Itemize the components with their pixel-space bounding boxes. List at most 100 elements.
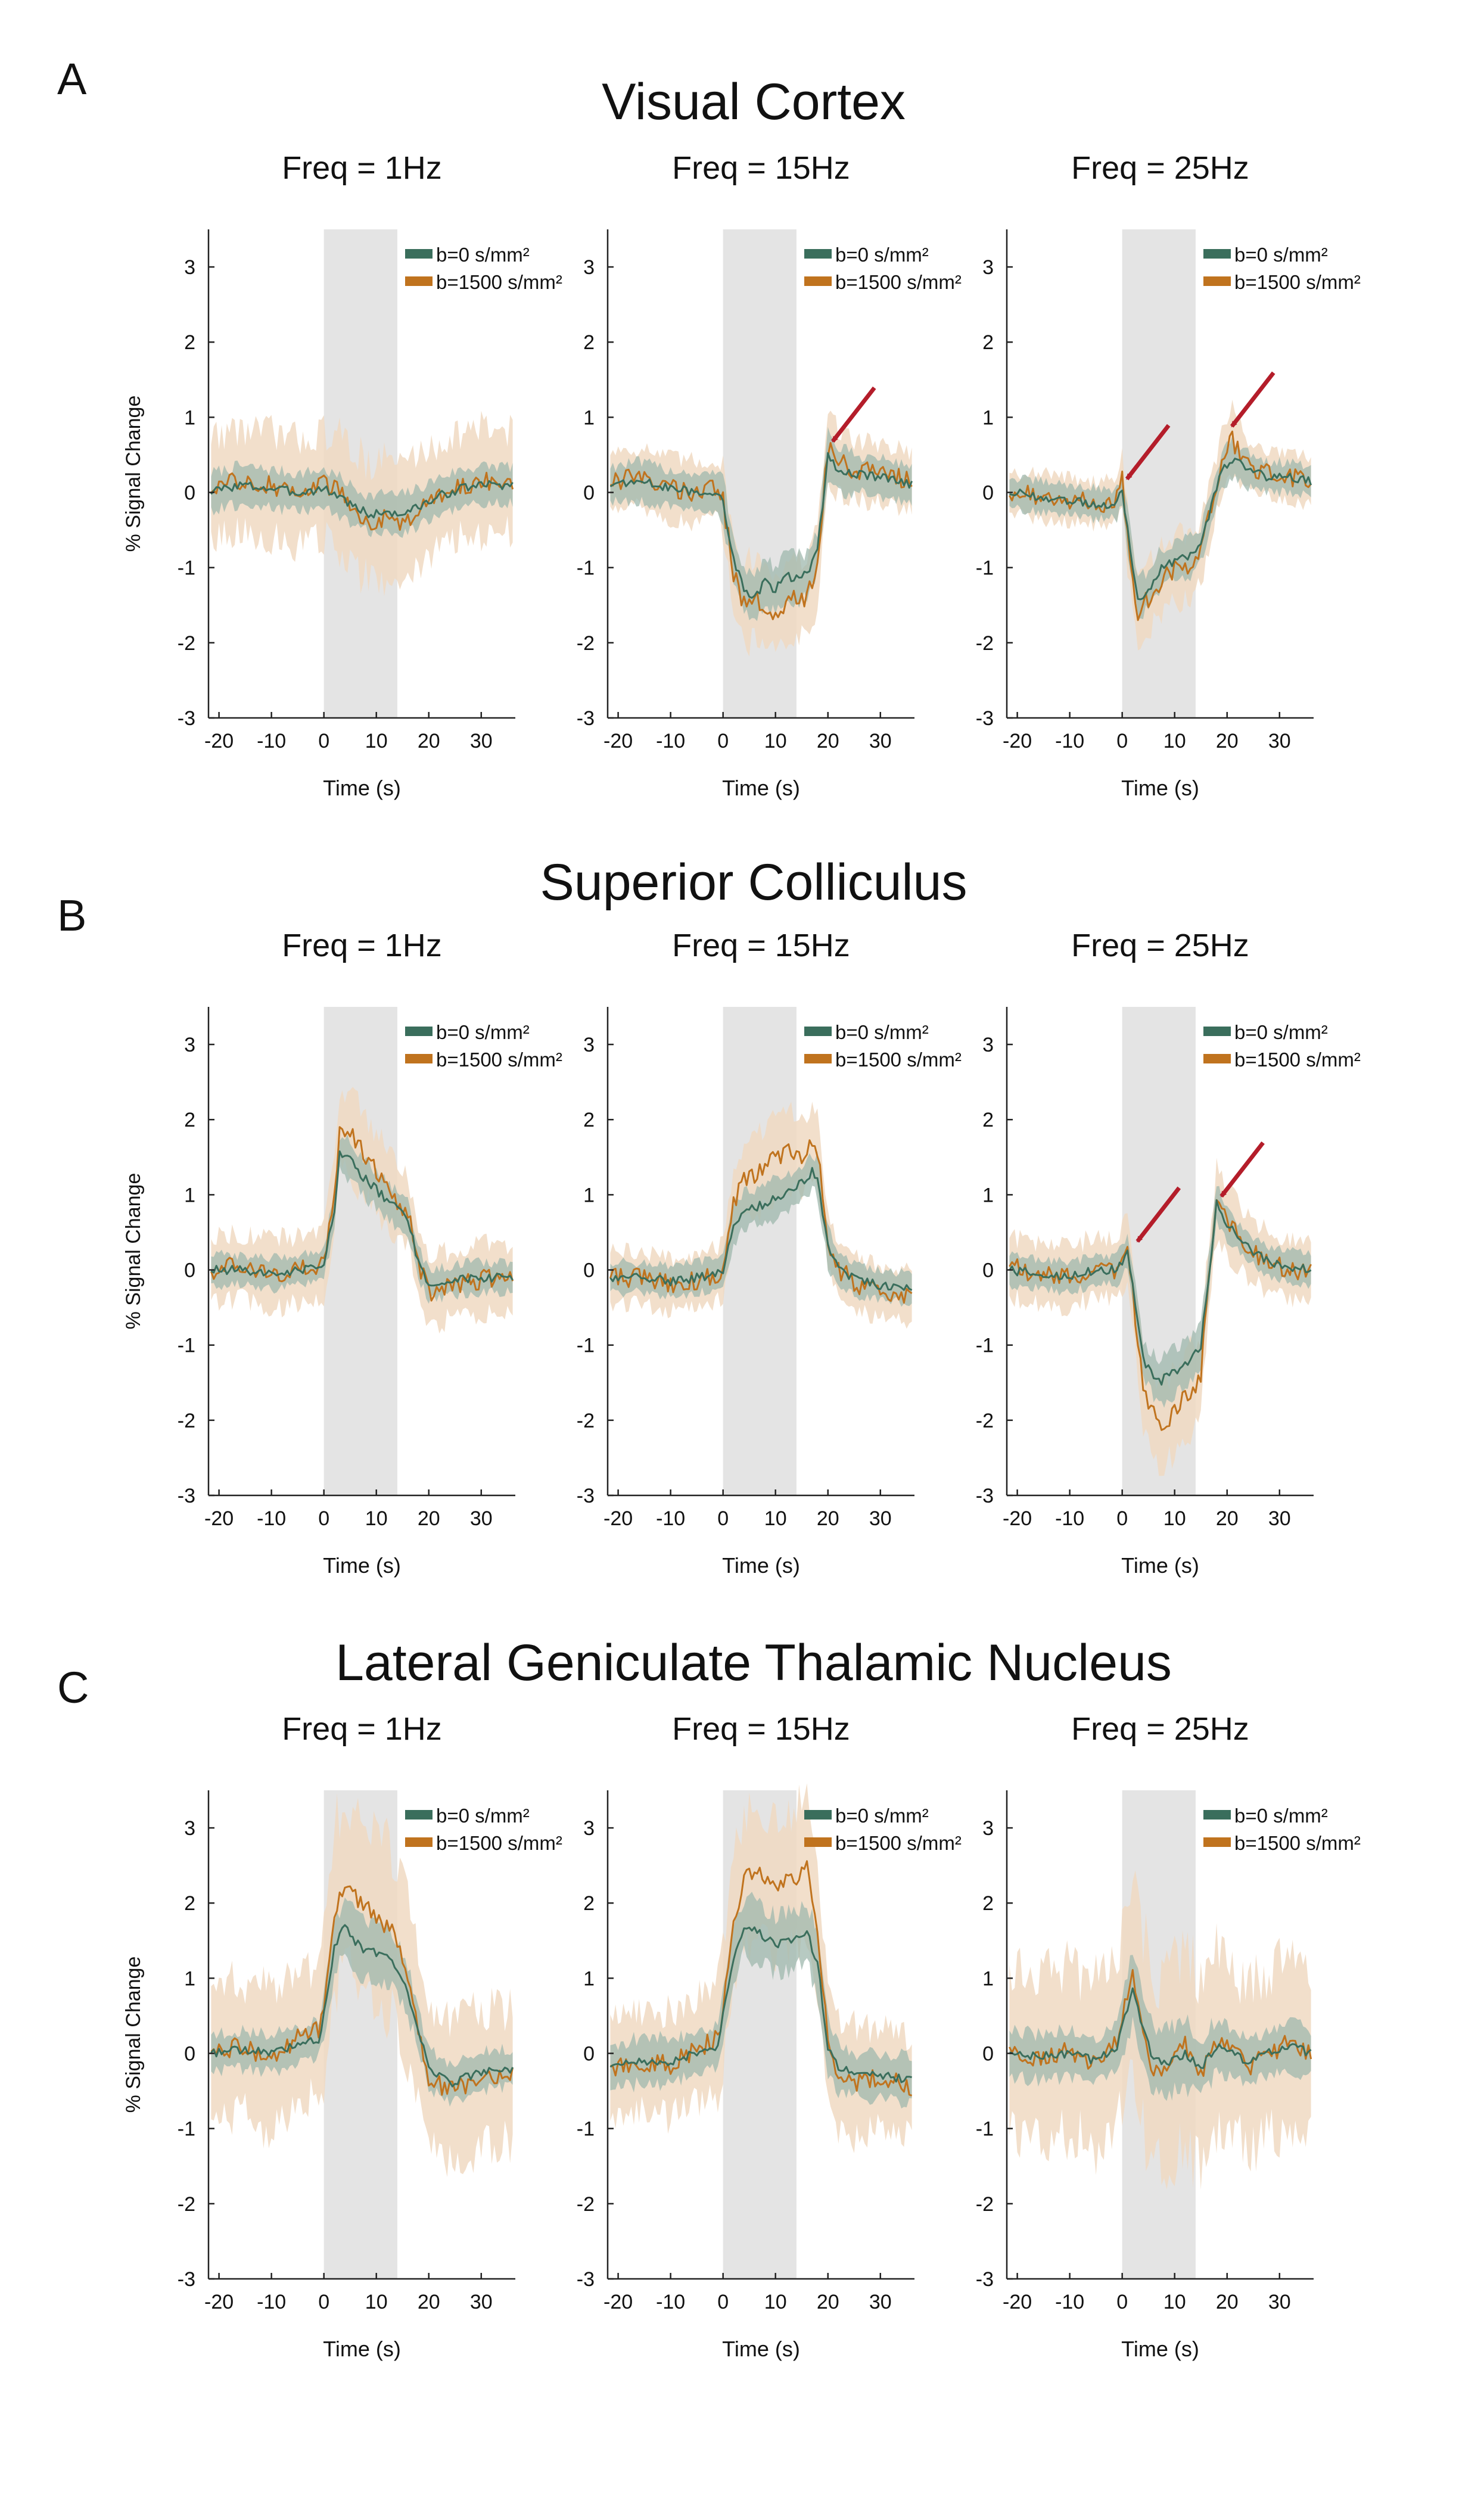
x-tick-label: 0 [318, 2291, 329, 2313]
x-axis-label: Time (s) [323, 1553, 401, 1578]
x-tick-label: 0 [717, 730, 729, 752]
legend-swatch-b1500 [405, 1837, 433, 1847]
y-tick-label: -2 [976, 2193, 994, 2216]
y-tick-label: -1 [577, 2118, 595, 2141]
legend-swatch-b0 [1203, 1027, 1231, 1036]
error-band-b0 [610, 427, 912, 621]
y-tick-label: -1 [178, 557, 195, 580]
y-axis-label: % Signal Change [122, 1173, 145, 1330]
x-tick-label: 20 [1216, 730, 1239, 752]
panel-title: Freq = 25Hz [1071, 928, 1249, 963]
x-tick-label: 10 [764, 730, 787, 752]
x-tick-label: -20 [603, 1507, 633, 1530]
x-tick-label: -10 [1055, 2291, 1084, 2313]
panel-title: Freq = 1Hz [282, 928, 442, 963]
series-line-b0 [210, 1150, 514, 1287]
x-tick-label: 20 [418, 730, 440, 752]
y-tick-label: 2 [982, 1892, 994, 1915]
x-tick-label: -10 [656, 730, 685, 752]
x-tick-label: -10 [1055, 1507, 1084, 1530]
y-tick-label: 0 [184, 1259, 195, 1282]
y-tick-label: -3 [577, 707, 595, 730]
y-tick-label: -3 [577, 2268, 595, 2291]
x-tick-label: -20 [1003, 2291, 1032, 2313]
legend-swatch-b0 [405, 1810, 433, 1820]
y-tick-label: 2 [184, 331, 195, 354]
x-tick-label: 30 [1268, 2291, 1291, 2313]
x-tick-label: 0 [318, 730, 329, 752]
stimulus-shading [723, 1007, 797, 1495]
x-tick-label: 0 [1116, 730, 1128, 752]
x-tick-label: 10 [365, 1507, 388, 1530]
y-tick-label: 3 [982, 1817, 994, 1840]
series-line-b0 [210, 1924, 514, 2088]
y-tick-label: 1 [583, 406, 595, 429]
error-band-b0 [1009, 436, 1311, 620]
x-tick-label: 30 [470, 2291, 493, 2313]
legend-label-b1500: b=1500 s/mm² [1234, 271, 1361, 293]
error-band-b0 [211, 1897, 513, 2107]
panel-title: Freq = 15Hz [672, 928, 850, 963]
legend-label-b1500: b=1500 s/mm² [436, 1049, 562, 1071]
series-line-b0 [609, 1167, 913, 1291]
y-tick-label: 3 [583, 1034, 595, 1056]
x-tick-label: 20 [418, 1507, 440, 1530]
legend-swatch-b1500 [1203, 1054, 1231, 1063]
legend-swatch-b1500 [405, 276, 433, 286]
y-tick-label: -3 [577, 1485, 595, 1507]
red-arrow-1 [1135, 1186, 1181, 1243]
x-tick-label: 30 [1268, 730, 1291, 752]
x-tick-label: 10 [1163, 1507, 1186, 1530]
error-band-b0 [211, 461, 513, 538]
y-tick-label: 1 [982, 1184, 994, 1206]
legend-label-b0: b=0 s/mm² [436, 244, 530, 266]
x-tick-label: 10 [365, 730, 388, 752]
y-tick-label: -1 [178, 2118, 195, 2141]
y-tick-label: 2 [583, 1109, 595, 1131]
legend-swatch-b0 [1203, 249, 1231, 259]
y-tick-label: -1 [577, 1335, 595, 1357]
y-tick-label: 2 [583, 331, 595, 354]
red-arrow-2 [1219, 1141, 1265, 1198]
legend-label-b0: b=0 s/mm² [436, 1805, 530, 1827]
y-tick-label: -3 [178, 707, 195, 730]
x-axis-label: Time (s) [1121, 776, 1199, 800]
y-tick-label: 3 [184, 1817, 195, 1840]
y-tick-label: 0 [184, 2043, 195, 2066]
x-axis-label: Time (s) [1121, 2337, 1199, 2361]
x-tick-label: 30 [869, 730, 892, 752]
series-line-b0 [1009, 1987, 1312, 2069]
red-arrow-2 [1230, 371, 1275, 428]
legend-label-b0: b=0 s/mm² [1234, 1805, 1328, 1827]
y-tick-label: -1 [976, 2118, 994, 2141]
section-title-superior-colliculus: Superior Colliculus [540, 854, 967, 911]
section-title-lateral-geniculate: Lateral Geniculate Thalamic Nucleus [335, 1634, 1172, 1691]
panel-title: Freq = 1Hz [282, 1711, 442, 1747]
x-tick-label: 20 [1216, 1507, 1239, 1530]
y-tick-label: 0 [982, 2043, 994, 2066]
series-line-b0 [609, 1926, 912, 2083]
panel-letter-c: C [57, 1663, 89, 1712]
legend-label-b0: b=0 s/mm² [436, 1021, 530, 1043]
x-tick-label: 10 [1163, 2291, 1186, 2313]
legend-label-b0: b=0 s/mm² [1234, 244, 1328, 266]
y-tick-label: -3 [976, 2268, 994, 2291]
y-tick-label: -2 [976, 632, 994, 655]
legend-swatch-b0 [804, 249, 832, 259]
x-axis-label: Time (s) [323, 2337, 401, 2361]
y-tick-label: -2 [976, 1410, 994, 1432]
y-tick-label: -2 [577, 632, 595, 655]
y-tick-label: 2 [184, 1892, 195, 1915]
y-tick-label: 1 [982, 406, 994, 429]
x-tick-label: 20 [817, 730, 839, 752]
legend-label-b1500: b=1500 s/mm² [436, 1832, 562, 1854]
series-line-b0 [1009, 458, 1312, 601]
